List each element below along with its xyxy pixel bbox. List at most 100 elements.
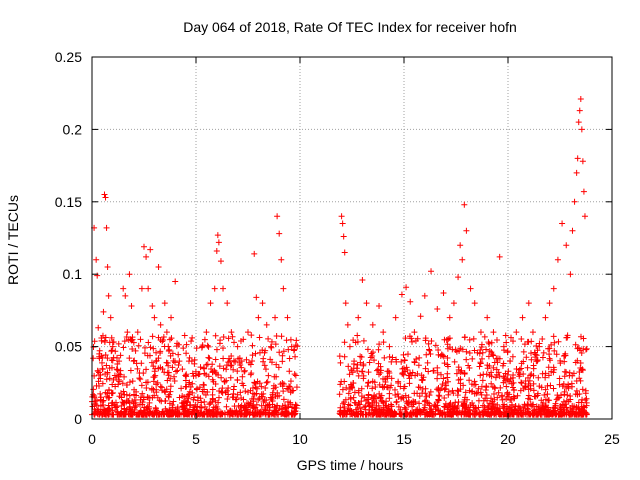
data-point (123, 333, 130, 340)
data-point (274, 213, 281, 220)
data-point (477, 389, 484, 396)
data-point (293, 384, 300, 391)
data-point (545, 345, 552, 352)
x-tick-label: 20 (500, 431, 516, 447)
data-point (445, 391, 452, 398)
data-point (262, 366, 269, 373)
data-point (583, 411, 590, 418)
data-point (425, 368, 432, 375)
data-point (393, 399, 400, 406)
data-point (343, 384, 350, 391)
data-point (178, 399, 185, 406)
data-point (368, 350, 375, 357)
data-point (473, 405, 480, 412)
data-point (119, 380, 126, 387)
data-point (168, 314, 175, 321)
data-point (421, 404, 428, 411)
data-point (137, 376, 144, 383)
data-point (263, 321, 270, 328)
data-point (161, 300, 168, 307)
data-point (422, 365, 429, 372)
data-point (260, 398, 267, 405)
data-point (507, 404, 514, 411)
data-point (408, 399, 415, 406)
data-point (507, 358, 514, 365)
data-point (271, 403, 278, 410)
data-point (279, 352, 286, 359)
data-point (238, 364, 245, 371)
data-point (531, 393, 538, 400)
data-point (366, 359, 373, 366)
data-point (392, 314, 399, 321)
data-point (188, 358, 195, 365)
data-point (415, 362, 422, 369)
data-point (126, 379, 133, 386)
data-point (267, 356, 274, 363)
data-point (500, 379, 507, 386)
data-point (229, 394, 236, 401)
data-point (193, 345, 200, 352)
data-point (388, 375, 395, 382)
data-point (93, 382, 100, 389)
data-point (354, 332, 361, 339)
data-point (361, 394, 368, 401)
data-point (545, 397, 552, 404)
data-point (251, 391, 258, 398)
data-point (550, 333, 557, 340)
data-point (280, 348, 287, 355)
data-point (340, 400, 347, 407)
data-point (207, 300, 214, 307)
data-point (452, 399, 459, 406)
data-point (449, 387, 456, 394)
data-point (508, 334, 515, 341)
data-point (402, 335, 409, 342)
data-point (371, 357, 378, 364)
data-point (128, 303, 135, 310)
data-point (488, 349, 495, 356)
data-point (506, 405, 513, 412)
data-point (376, 303, 383, 310)
data-point (384, 410, 391, 417)
data-point (132, 347, 139, 354)
data-point (109, 407, 116, 414)
data-point (229, 333, 236, 340)
data-point (470, 335, 477, 342)
data-point (484, 365, 491, 372)
data-point (375, 360, 382, 367)
data-point (516, 366, 523, 373)
data-point (530, 362, 537, 369)
data-point (494, 355, 501, 362)
data-point (403, 410, 410, 417)
data-point (272, 341, 279, 348)
data-point (227, 358, 234, 365)
data-point (381, 383, 388, 390)
data-point (121, 338, 128, 345)
data-point (391, 410, 398, 417)
data-point (510, 338, 517, 345)
data-point (240, 382, 247, 389)
data-point (395, 378, 402, 385)
data-point (488, 380, 495, 387)
data-point (287, 389, 294, 396)
data-point (534, 358, 541, 365)
data-point (266, 401, 273, 408)
data-point (105, 292, 112, 299)
data-point (171, 378, 178, 385)
data-point (276, 405, 283, 412)
data-point (354, 361, 361, 368)
data-point (454, 392, 461, 399)
data-point (503, 339, 510, 346)
data-point (449, 346, 456, 353)
data-point (276, 230, 283, 237)
data-point (358, 385, 365, 392)
data-point (257, 408, 264, 415)
data-point (260, 390, 267, 397)
data-point (288, 343, 295, 350)
data-point (112, 348, 119, 355)
data-point (149, 303, 156, 310)
data-point (459, 346, 466, 353)
data-point (557, 402, 564, 409)
data-point (292, 407, 299, 414)
data-point (94, 272, 101, 279)
data-point (213, 346, 220, 353)
